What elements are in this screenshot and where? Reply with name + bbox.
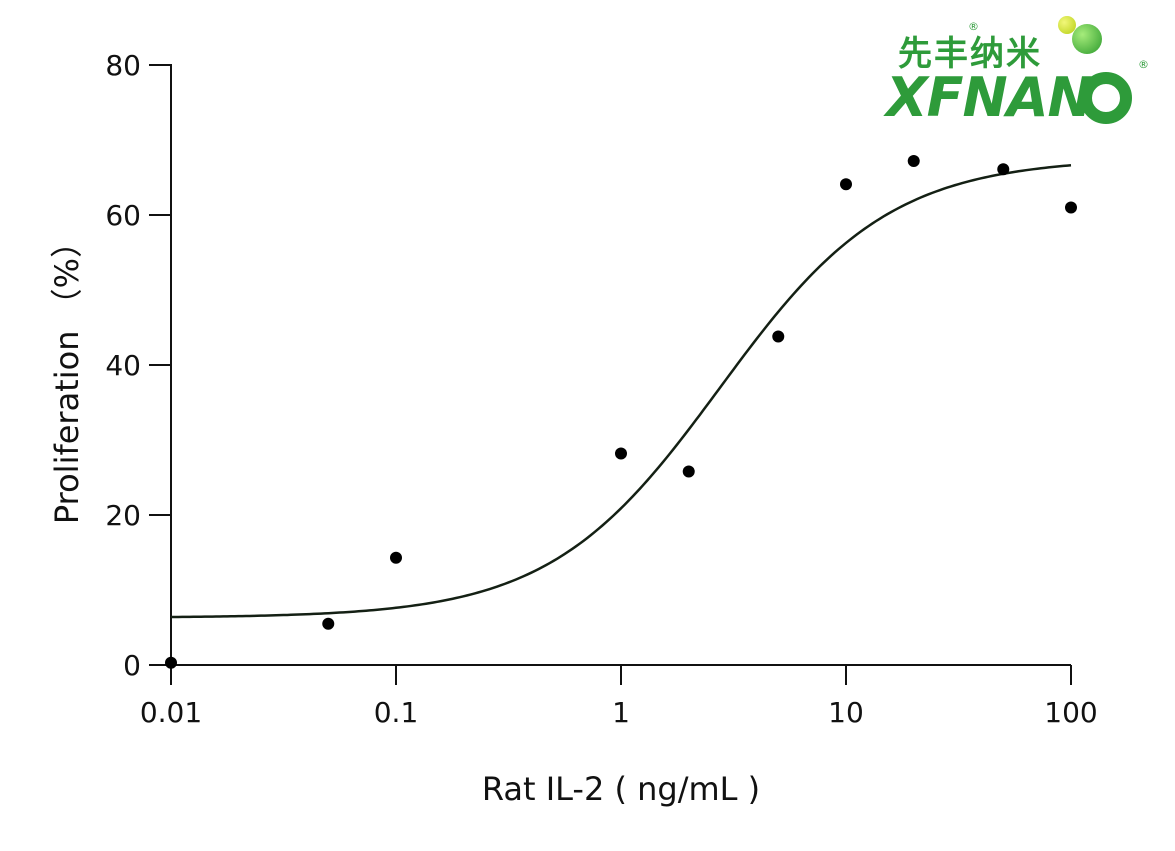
x-tick-label: 100 — [1044, 696, 1097, 729]
axis-ticks: 0 20 40 60 80 0.01 0.1 1 10 100 — [105, 49, 1097, 729]
data-point — [907, 155, 920, 167]
logo-o-ring — [1080, 72, 1132, 124]
x-tick-label: 10 — [828, 696, 864, 729]
x-axis-title: Rat IL-2 ( ng/mL ) — [482, 770, 760, 808]
logo-green-dot — [1072, 24, 1102, 54]
data-point — [165, 656, 177, 669]
logo-registered-mark: ® — [968, 20, 979, 33]
y-tick-label: 20 — [105, 499, 141, 532]
logo-latin-text: XFNAN — [886, 66, 1093, 129]
x-tick-label: 0.01 — [140, 696, 202, 729]
data-point — [322, 617, 335, 630]
data-point — [682, 465, 695, 478]
data-point — [772, 330, 785, 343]
y-tick-label: 0 — [123, 649, 141, 682]
y-tick-label: 60 — [105, 199, 141, 232]
x-tick-label: 0.1 — [374, 696, 419, 729]
logo-registered-mark-secondary: ® — [1138, 58, 1149, 71]
xfnano-logo: 先丰纳米 ® XFNAN ® — [880, 14, 1160, 129]
logo-chinese-text: 先丰纳米 — [898, 34, 1042, 74]
logo-yellow-dot — [1058, 16, 1076, 34]
x-tick-label: 1 — [612, 696, 630, 729]
data-point — [615, 447, 627, 460]
data-point — [1065, 201, 1077, 214]
data-points — [165, 155, 1077, 669]
y-tick-label: 80 — [105, 49, 141, 82]
y-tick-label: 40 — [105, 349, 141, 382]
fitted-dose-response-curve — [170, 164, 1072, 619]
y-axis-title: Proliferation （%） — [48, 226, 86, 524]
data-point — [997, 163, 1010, 176]
data-point — [840, 178, 852, 191]
data-point — [390, 551, 402, 564]
